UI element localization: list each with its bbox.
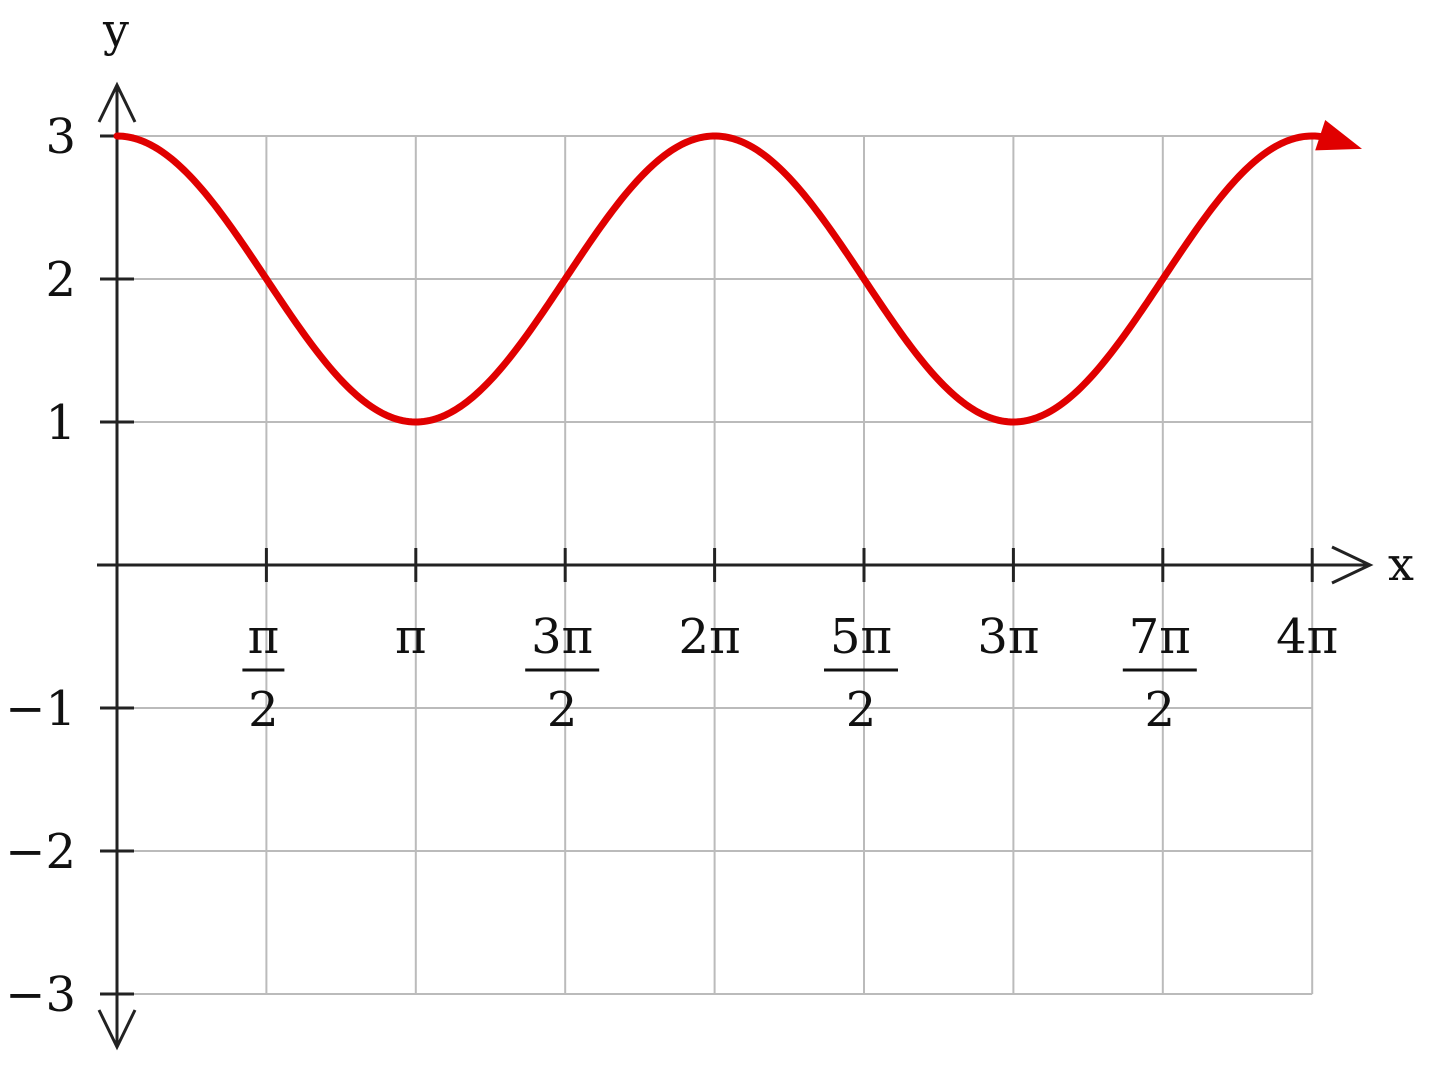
y-tick-label: −1 — [5, 681, 76, 737]
y-tick-label: −2 — [5, 824, 76, 880]
y-axis-arrow-up — [97, 81, 137, 123]
x-tick-label-numerator: π — [248, 609, 280, 665]
x-tick-label-denominator: 2 — [248, 682, 279, 738]
y-axis-label: y — [102, 3, 129, 57]
x-tick-label-numerator: 3π — [531, 609, 593, 665]
x-tick-label-numerator: 7π — [1129, 609, 1191, 665]
y-tick-label: 1 — [45, 395, 76, 451]
x-axis-label: x — [1388, 537, 1414, 591]
axes — [97, 81, 1374, 1051]
x-tick-label: 2π — [679, 609, 741, 665]
x-tick-label-denominator: 2 — [547, 682, 578, 738]
x-tick-label-denominator: 2 — [1145, 682, 1176, 738]
plot-area — [113, 120, 1362, 426]
series-line — [113, 132, 1337, 426]
x-tick-label: π — [395, 609, 427, 665]
y-tick-label: 2 — [45, 252, 76, 308]
y-tick-label: 3 — [45, 109, 76, 165]
series-arrowhead — [1315, 120, 1362, 151]
y-tick-label: −3 — [5, 967, 76, 1023]
x-tick-label: 3π — [977, 609, 1039, 665]
y-axis-arrow-down — [97, 1009, 137, 1051]
x-axis-arrow — [1331, 545, 1374, 585]
x-tick-label: 4π — [1276, 609, 1338, 665]
x-tick-label-numerator: 5π — [830, 609, 892, 665]
x-tick-label-denominator: 2 — [846, 682, 877, 738]
